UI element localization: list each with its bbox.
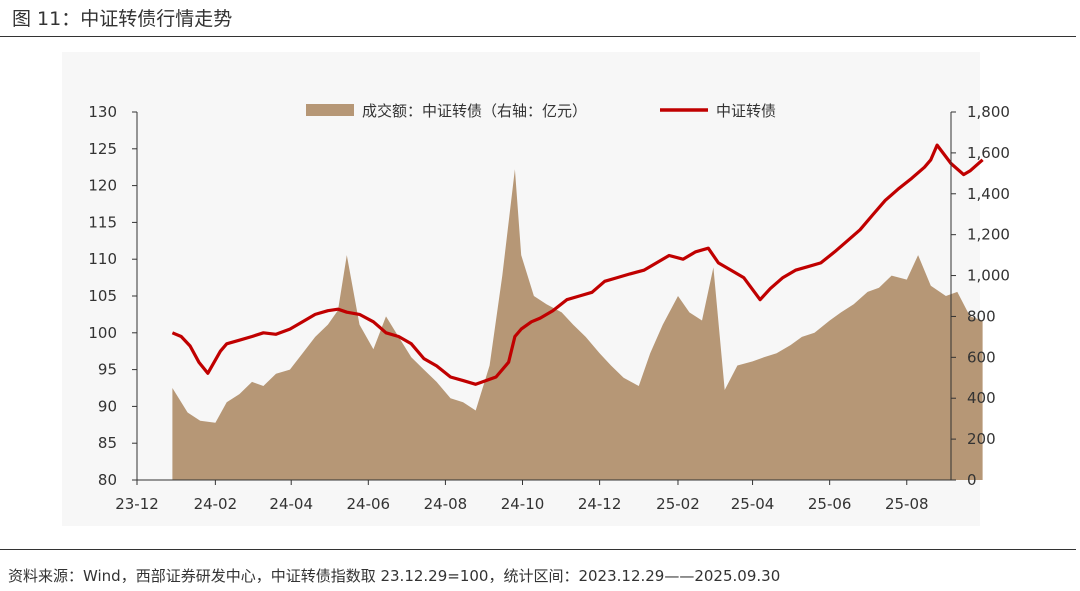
x-tick-label: 25-04: [731, 495, 775, 513]
x-tick-label: 25-02: [656, 495, 700, 513]
top-rule: [0, 36, 1076, 37]
y-right-tick-label: 0: [967, 471, 977, 489]
y-right-tick-label: 1,600: [967, 144, 1010, 162]
y-right-tick-label: 800: [967, 307, 996, 325]
line-layer: [171, 143, 984, 386]
y-left-tick-label: 100: [88, 324, 117, 342]
y-left-tick-label: 105: [88, 287, 117, 305]
y-left-tick-label: 80: [98, 471, 117, 489]
x-tick-label: 23-12: [115, 495, 159, 513]
turnover-area: [172, 169, 983, 480]
y-right-tick-label: 600: [967, 348, 996, 366]
y-right-tick-label: 1,400: [967, 185, 1010, 203]
x-tick-label: 25-08: [885, 495, 929, 513]
y-left-tick-label: 85: [98, 434, 117, 452]
axes-layer: 80 85 90 95 100 105 110 115 120 125 130 0 200 400 600 8…: [88, 103, 1010, 513]
x-tick-label: 24-10: [501, 495, 545, 513]
source-note: 资料来源：Wind，西部证券研发中心，中证转债指数取 23.12.29=100，…: [8, 567, 781, 585]
x-tick-label: 24-06: [347, 495, 391, 513]
y-right-tick-label: 1,000: [967, 267, 1010, 285]
y-left-tick-label: 130: [88, 103, 117, 121]
y-right-tick-label: 1,800: [967, 103, 1010, 121]
y-left-tick-label: 90: [98, 397, 117, 415]
legend-label-line: 中证转债: [716, 102, 776, 120]
y-left-tick-label: 110: [88, 250, 117, 268]
y-left-tick-label: 115: [88, 213, 117, 231]
y-right-tick-label: 400: [967, 389, 996, 407]
x-tick-label: 24-08: [424, 495, 468, 513]
index-line: [171, 143, 984, 386]
x-tick-label: 24-12: [578, 495, 622, 513]
x-tick-label: 24-02: [194, 495, 238, 513]
y-left-tick-label: 120: [88, 177, 117, 195]
y-right-tick-label: 1,200: [967, 226, 1010, 244]
y-left-tick-label: 95: [98, 361, 117, 379]
legend-label-area: 成交额：中证转债（右轴：亿元）: [362, 102, 587, 120]
bottom-rule: [0, 549, 1076, 550]
legend: 成交额：中证转债（右轴：亿元） 中证转债: [306, 102, 776, 120]
legend-swatch-area: [306, 104, 354, 116]
y-left-tick-label: 125: [88, 140, 117, 158]
y-right-tick-label: 200: [967, 430, 996, 448]
figure-title: 图 11：中证转债行情走势: [12, 8, 233, 30]
x-tick-label: 24-04: [269, 495, 313, 513]
area-layer: [172, 169, 983, 480]
x-tick-label: 25-06: [808, 495, 852, 513]
